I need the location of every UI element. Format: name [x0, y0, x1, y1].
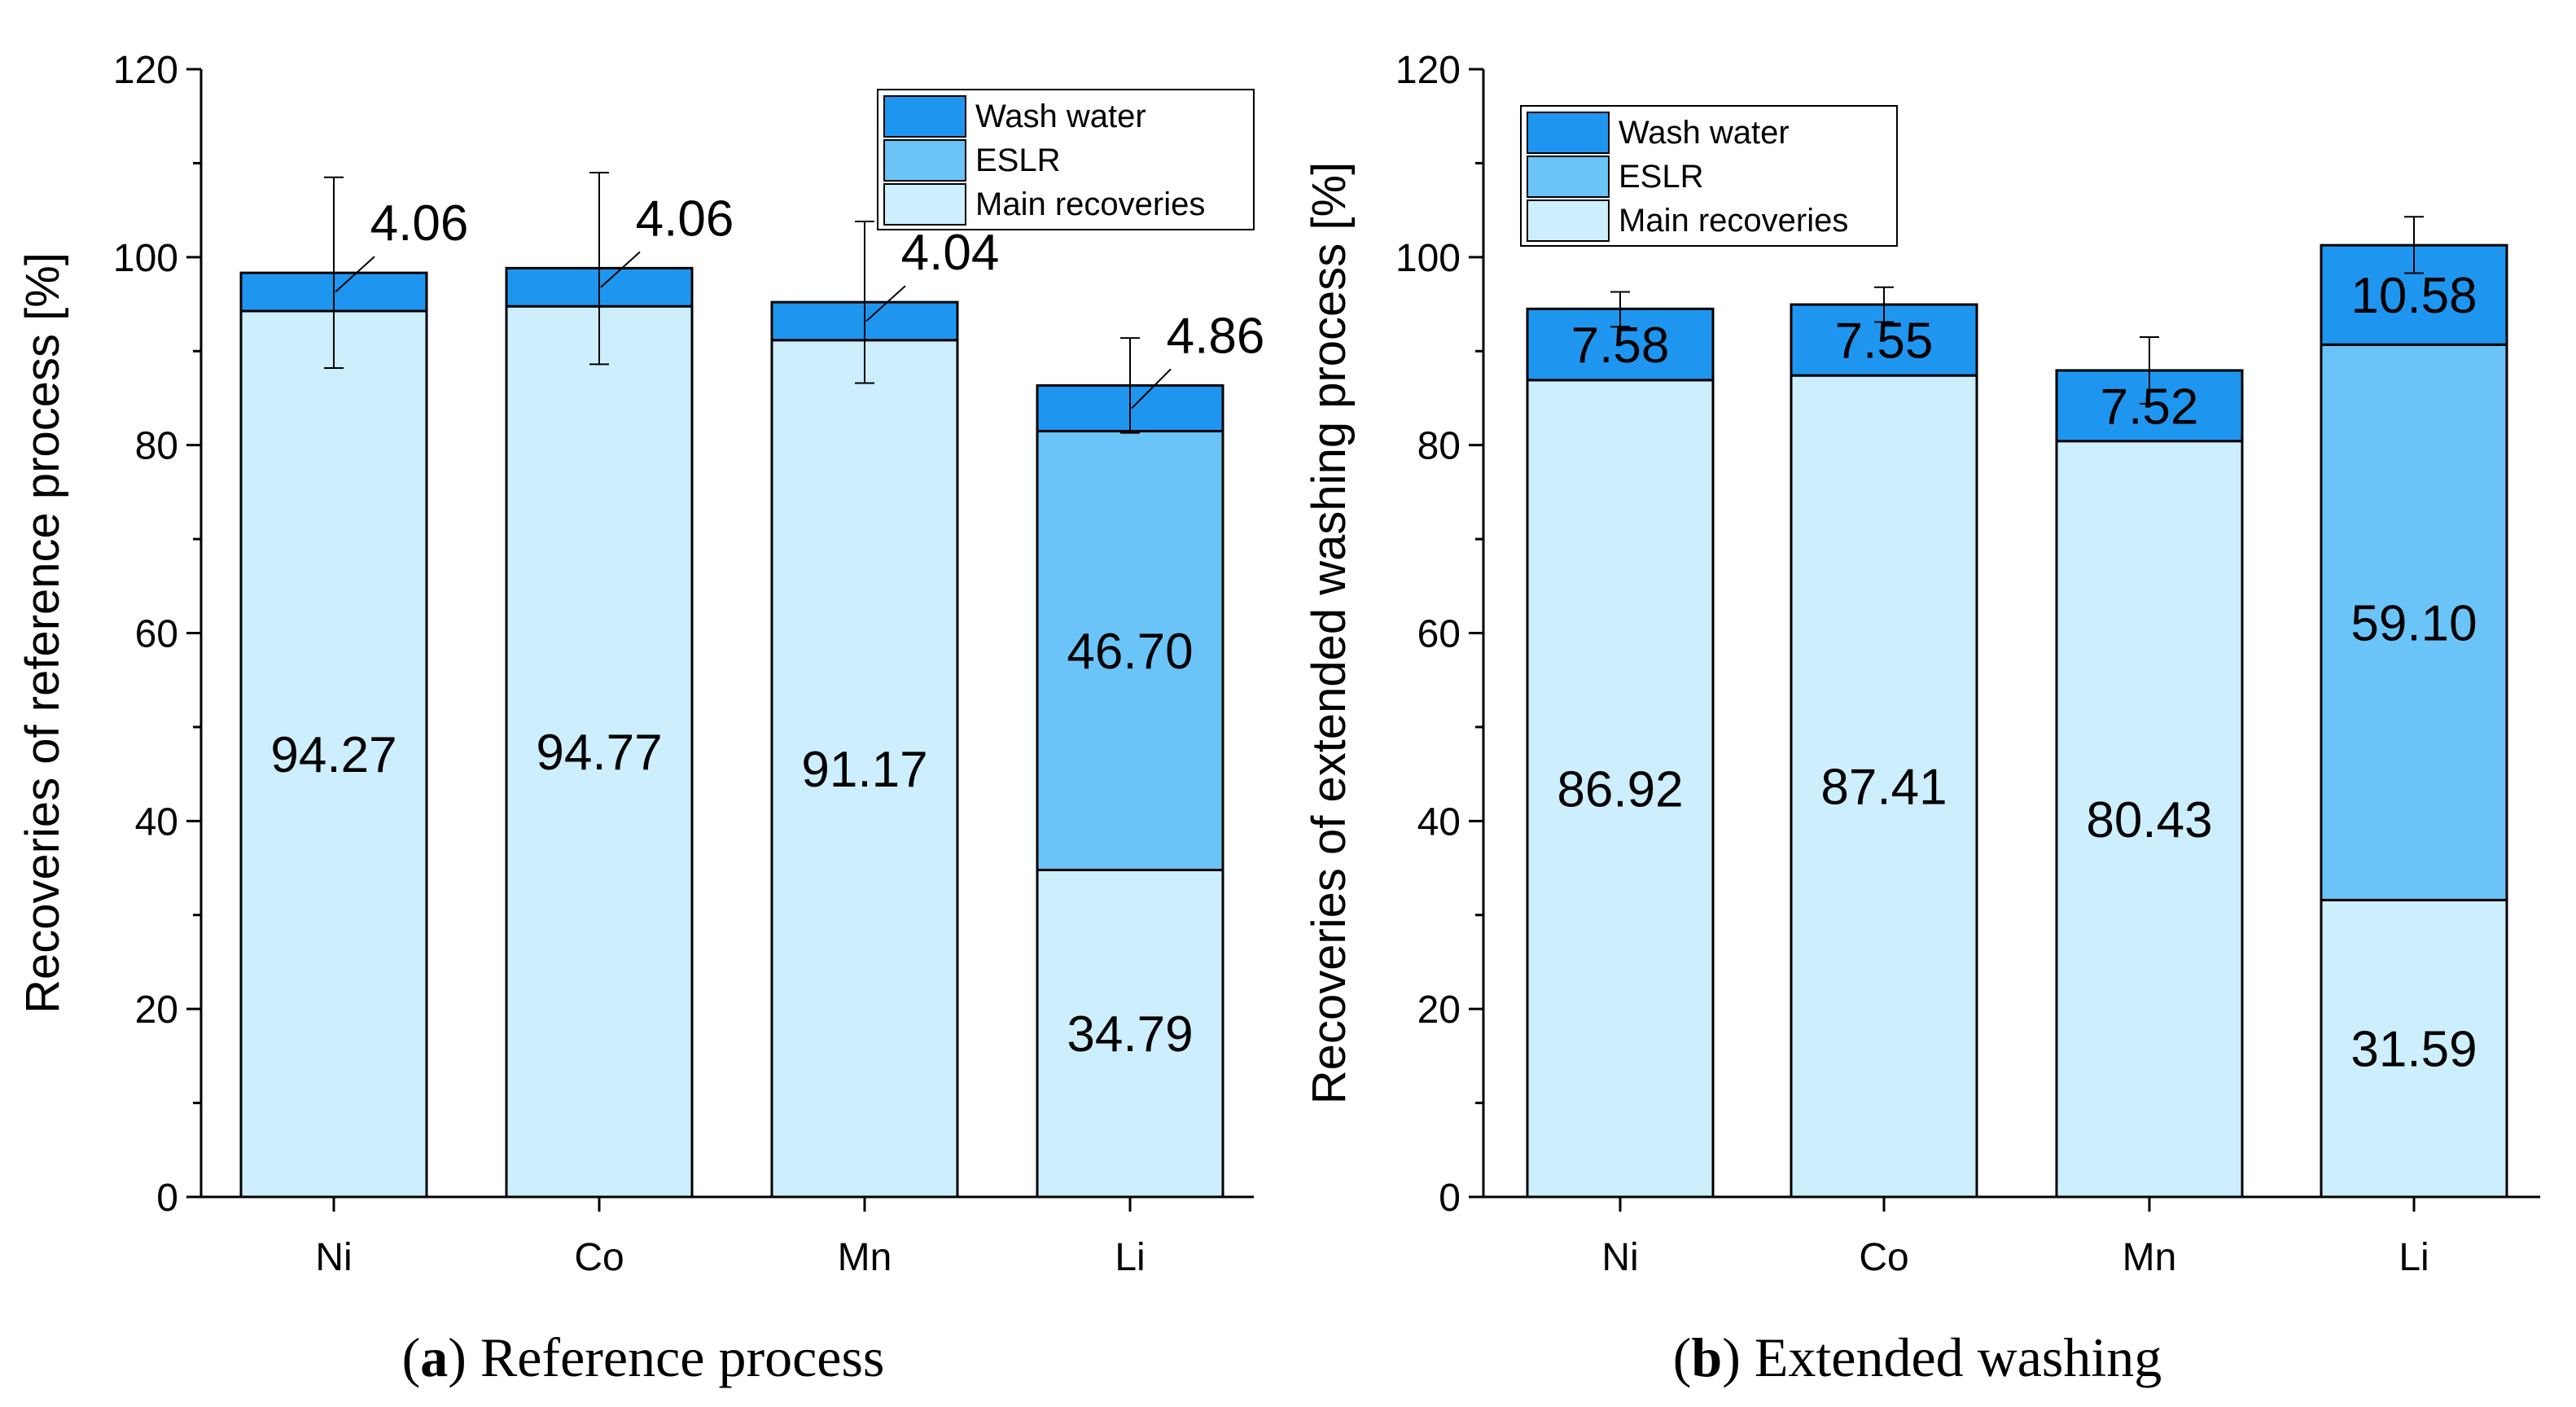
- data-label-wash-li: 10.58: [2350, 268, 2477, 324]
- data-label-main-ni: 86.92: [1557, 761, 1683, 817]
- panel-caption: (a) Reference process: [402, 1326, 885, 1388]
- panel-a: 0 20 40 60 80 100 120 Recoveries of reference p…: [16, 49, 1264, 1388]
- y-tick-label: 80: [135, 425, 178, 468]
- caption-paren-open: (: [1673, 1326, 1692, 1388]
- x-tick-label-co: Co: [1859, 1236, 1908, 1279]
- bar-eslr-li: [1036, 429, 1224, 871]
- data-label-main-mn: 91.17: [801, 742, 927, 798]
- legend-swatch-eslr: [1527, 156, 1610, 198]
- legend-label-wash-water: Wash water: [975, 99, 1146, 134]
- data-label-eslr-li: 46.70: [1067, 624, 1193, 680]
- caption-panel-letter: b: [1691, 1326, 1722, 1388]
- bar-main-recoveries-ni: [1526, 379, 1715, 1199]
- x-tick-label-li: Li: [2399, 1236, 2429, 1279]
- legend-label-eslr: ESLR: [1619, 159, 1704, 195]
- y-tick-label: 40: [135, 800, 178, 844]
- y-tick-label: 80: [1417, 425, 1461, 468]
- panel-caption: (b) Extended washing: [1673, 1326, 2162, 1388]
- caption-text: ) Extended washing: [1722, 1326, 2162, 1388]
- caption-text: ) Reference process: [448, 1326, 884, 1388]
- y-tick-label: 0: [156, 1177, 178, 1220]
- bar-main-recoveries-mn: [770, 339, 959, 1199]
- legend-swatch-main-recoveries: [1527, 199, 1610, 242]
- y-tick-label: 120: [1395, 49, 1461, 92]
- data-label-wash-li: 4.86: [1167, 308, 1265, 364]
- y-tick-label: 100: [113, 237, 178, 280]
- legend-swatch-wash-water: [883, 95, 966, 138]
- data-label-wash-co: 7.55: [1835, 313, 1934, 370]
- caption-panel-letter: a: [420, 1326, 448, 1388]
- bar-main-recoveries-li: [1036, 868, 1224, 1199]
- data-label-eslr-li: 59.10: [2350, 595, 2477, 651]
- legend-label-wash-water: Wash water: [1619, 115, 1790, 151]
- legend-label-main-recoveries: Main recoveries: [975, 186, 1205, 222]
- panel-b: 0 20 40 60 80 100 120 Recoveries of extended wa…: [1303, 49, 2540, 1388]
- legend-swatch-wash-water: [1527, 112, 1610, 154]
- y-tick-label: 40: [1417, 800, 1461, 844]
- data-label-wash-mn: 4.04: [901, 225, 1000, 281]
- data-label-wash-mn: 7.52: [2101, 379, 2199, 435]
- label-leader-line: [335, 256, 375, 293]
- bar-main-recoveries-li: [2320, 898, 2508, 1199]
- data-label-main-li: 31.59: [2350, 1022, 2477, 1078]
- legend: Wash water ESLR Main recoveries: [1520, 105, 1898, 247]
- label-leader-line: [1131, 368, 1172, 410]
- y-tick-label: 100: [1395, 237, 1461, 280]
- y-axis-title: Recoveries of extended washing process […: [1303, 162, 1356, 1104]
- y-tick-label: 120: [113, 49, 178, 92]
- y-tick-label: 20: [135, 988, 178, 1032]
- caption-paren-open: (: [402, 1326, 421, 1388]
- bar-main-recoveries-ni: [239, 309, 428, 1199]
- y-tick-label: 0: [1439, 1177, 1461, 1220]
- x-tick-label-li: Li: [1115, 1236, 1145, 1279]
- x-tick-label-mn: Mn: [2123, 1236, 2177, 1279]
- data-label-main-ni: 94.27: [270, 727, 396, 783]
- x-tick-label-ni: Ni: [315, 1236, 352, 1279]
- legend-swatch-main-recoveries: [883, 183, 966, 226]
- data-label-main-co: 94.77: [536, 725, 662, 781]
- legend: Wash water ESLR Main recoveries: [877, 89, 1255, 230]
- data-label-wash-co: 4.06: [636, 191, 734, 247]
- legend-swatch-eslr: [883, 139, 966, 182]
- data-label-wash-ni: 4.06: [370, 195, 469, 252]
- bar-eslr-li: [2320, 343, 2508, 901]
- y-tick-label: 60: [135, 613, 178, 656]
- x-tick-label-co: Co: [574, 1236, 624, 1279]
- legend-label-main-recoveries: Main recoveries: [1619, 203, 1848, 239]
- label-leader-line: [865, 285, 906, 322]
- x-tick-label-mn: Mn: [838, 1236, 892, 1279]
- y-tick-label: 20: [1417, 988, 1461, 1032]
- data-label-wash-ni: 7.58: [1571, 318, 1670, 374]
- data-label-main-mn: 80.43: [2086, 792, 2212, 848]
- data-label-main-co: 87.41: [1820, 760, 1947, 816]
- bar-main-recoveries-mn: [2055, 440, 2244, 1199]
- y-axis-title: Recoveries of reference process [%]: [16, 252, 69, 1014]
- y-tick-label: 60: [1417, 613, 1461, 656]
- bar-main-recoveries-co: [1790, 374, 1978, 1199]
- x-tick-label-ni: Ni: [1601, 1236, 1638, 1279]
- label-leader-line: [600, 251, 641, 288]
- legend-label-eslr: ESLR: [975, 142, 1061, 178]
- data-label-main-li: 34.79: [1067, 1006, 1193, 1063]
